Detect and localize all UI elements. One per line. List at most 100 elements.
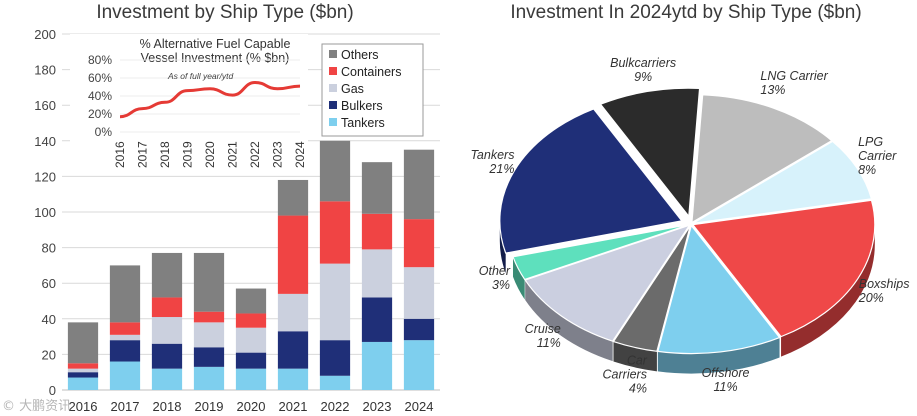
bar-segment-bulkers xyxy=(110,340,140,361)
bar-segment-gas xyxy=(320,264,350,341)
inset-x-tick-label: 2016 xyxy=(113,141,127,168)
bar-segment-tankers xyxy=(236,369,266,390)
y-tick-label: 80 xyxy=(42,241,56,256)
bar-segment-bulkers xyxy=(278,331,308,368)
inset-y-tick-label: 60% xyxy=(88,71,112,85)
legend-label: Containers xyxy=(341,65,401,79)
inset-subtitle: As of full year/ytd xyxy=(167,71,233,81)
pie-label-lpg-carrier: LPG Carrier 8% xyxy=(858,135,897,177)
inset-x-tick-label: 2019 xyxy=(181,141,195,168)
bar-segment-bulkers xyxy=(68,372,98,377)
pie-label-line: Car xyxy=(627,353,648,367)
pie-label-line: 21% xyxy=(488,162,514,176)
bar-segment-containers xyxy=(110,322,140,334)
x-tick-label: 2024 xyxy=(405,399,434,414)
pie-label-line: 9% xyxy=(634,70,652,84)
pie-label-line: 8% xyxy=(858,163,876,177)
legend-swatch xyxy=(329,118,337,126)
bar-segment-tankers xyxy=(152,369,182,390)
pie-label-line: Bulkcarriers xyxy=(610,56,676,70)
bar-segment-others xyxy=(68,322,98,363)
inset-x-tick-label: 2023 xyxy=(271,141,285,168)
pie-label-lng-carrier: LNG Carrier 13% xyxy=(760,69,828,97)
legend-swatch xyxy=(329,84,337,92)
bar-segment-containers xyxy=(362,214,392,250)
y-tick-label: 160 xyxy=(34,98,56,113)
y-tick-label: 200 xyxy=(34,27,56,42)
bar-segment-gas xyxy=(278,294,308,331)
pie-label-line: 3% xyxy=(492,278,510,292)
bar-segment-gas xyxy=(68,369,98,373)
pie-label-line: Boxships xyxy=(859,277,910,291)
inset-title-line1: % Alternative Fuel Capable xyxy=(140,37,291,51)
y-tick-label: 120 xyxy=(34,169,56,184)
pie-label-line: Carriers xyxy=(603,367,647,381)
inset-x-tick-label: 2021 xyxy=(226,141,240,168)
pie-label-cruise: Cruise 11% xyxy=(525,322,561,350)
x-tick-label: 2021 xyxy=(279,399,308,414)
bar-segment-containers xyxy=(320,201,350,263)
pie-label-line: Other xyxy=(479,264,511,278)
x-tick-label: 2023 xyxy=(363,399,392,414)
bar-segment-bulkers xyxy=(236,353,266,369)
inset-x-tick-label: 2020 xyxy=(203,141,217,168)
bar-segment-gas xyxy=(152,317,182,344)
bar-segment-others xyxy=(278,180,308,216)
pie-label-line: 11% xyxy=(713,380,737,394)
inset-x-tick-label: 2024 xyxy=(293,141,307,168)
pie-label-line: Offshore xyxy=(702,366,750,380)
bar-segment-bulkers xyxy=(152,344,182,369)
bar-segment-containers xyxy=(152,297,182,317)
bar-segment-containers xyxy=(236,313,266,327)
bar-segment-others xyxy=(236,289,266,314)
bar-segment-others xyxy=(194,253,224,312)
bar-segment-containers xyxy=(68,363,98,368)
y-tick-label: 180 xyxy=(34,63,56,78)
bar-segment-bulkers xyxy=(194,347,224,367)
y-tick-label: 140 xyxy=(34,134,56,149)
bar-segment-tankers xyxy=(320,376,350,390)
bar-segment-tankers xyxy=(194,367,224,390)
x-tick-label: 2016 xyxy=(69,399,98,414)
left-panel: Investment by Ship Type ($bn) 0 20 40 60 80 1… xyxy=(0,0,450,416)
pie-label-line: LPG xyxy=(858,135,883,149)
inset-y-tick-label: 40% xyxy=(88,89,112,103)
y-tick-label: 20 xyxy=(42,347,56,362)
bar-segment-tankers xyxy=(110,362,140,390)
x-tick-label: 2018 xyxy=(153,399,182,414)
bar-segment-others xyxy=(320,141,350,202)
bar-segment-tankers xyxy=(362,342,392,390)
bar-chart: 0 20 40 60 80 100 120 140 160 180 200 2016 2017 2018 2… xyxy=(0,0,450,416)
bar-segment-containers xyxy=(404,219,434,267)
inset-x-tick-label: 2017 xyxy=(136,141,150,168)
pie-label-line: 4% xyxy=(629,381,647,395)
legend-label: Others xyxy=(341,48,379,62)
bar-segment-gas xyxy=(236,328,266,353)
bar-segment-gas xyxy=(362,249,392,297)
pie-label-other: Other 3% xyxy=(479,264,511,292)
right-panel: Investment In 2024ytd by Ship Type ($bn)… xyxy=(455,0,917,416)
inset-x-tick-label: 2018 xyxy=(158,141,172,168)
y-tick-label: 60 xyxy=(42,276,56,291)
pie-label-line: Carrier xyxy=(858,149,897,163)
x-tick-label: 2020 xyxy=(237,399,266,414)
inset-y-tick-label: 80% xyxy=(88,53,112,67)
y-tick-label: 40 xyxy=(42,312,56,327)
inset-y-tick-label: 20% xyxy=(88,107,112,121)
bar-segment-others xyxy=(110,265,140,322)
bar-segment-gas xyxy=(110,335,140,340)
pie-label-line: 13% xyxy=(760,83,785,97)
legend-label: Gas xyxy=(341,82,364,96)
pie-label-line: 11% xyxy=(537,336,561,350)
x-tick-label: 2022 xyxy=(321,399,350,414)
legend-swatch xyxy=(329,50,337,58)
bar-segment-others xyxy=(362,162,392,214)
watermark: © 大鹏资讯 xyxy=(2,395,71,414)
inset-title-line2: Vessel Investment (% $bn) xyxy=(141,51,290,65)
pie-label-line: Tankers xyxy=(470,148,514,162)
bar-segment-bulkers xyxy=(404,319,434,340)
x-tick-label: 2019 xyxy=(195,399,224,414)
bar-segment-tankers xyxy=(404,340,434,390)
pie-label-line: 20% xyxy=(858,291,884,305)
bar-segment-containers xyxy=(278,216,308,294)
